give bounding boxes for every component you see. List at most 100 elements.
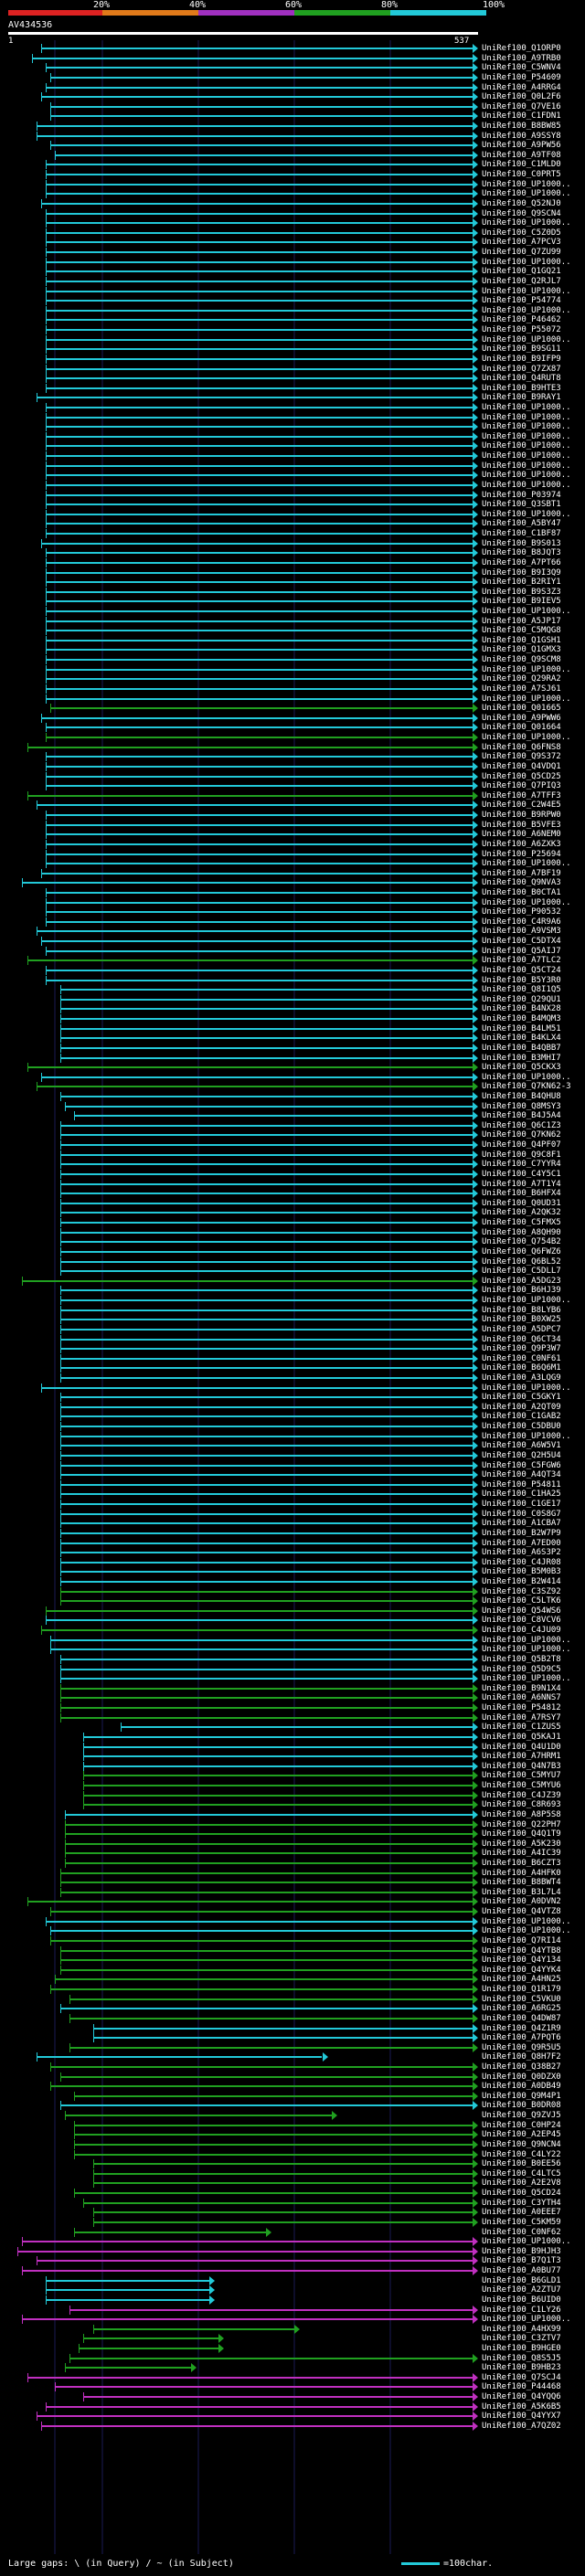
hit-bar[interactable] (46, 737, 473, 738)
hit-label[interactable]: UniRef100_C5KM59 (482, 2217, 561, 2227)
hit-bar[interactable] (55, 2386, 473, 2389)
hit-label[interactable]: UniRef100_C5MYU7 (482, 1771, 561, 1781)
hit-bar[interactable] (46, 620, 473, 622)
hit-row[interactable]: UniRef100_Q4Q1T9 (0, 1829, 585, 1839)
hit-row[interactable]: UniRef100_UP1000.. (0, 402, 585, 412)
hit-bar[interactable] (46, 2289, 210, 2292)
hit-row[interactable]: UniRef100_C5VKU0 (0, 1994, 585, 2004)
hit-label[interactable]: UniRef100_Q9P3W7 (482, 1344, 561, 1354)
hit-label[interactable]: UniRef100_A5DPC7 (482, 1324, 561, 1334)
hit-label[interactable]: UniRef100_A4HFK0 (482, 1868, 561, 1878)
hit-bar[interactable] (69, 2046, 473, 2049)
hit-row[interactable]: UniRef100_C4JR08 (0, 1557, 585, 1567)
hit-label[interactable]: UniRef100_UP1000.. (482, 441, 571, 451)
hit-row[interactable]: UniRef100_C4JU09 (0, 1626, 585, 1636)
hit-bar[interactable] (59, 1270, 473, 1273)
hit-label[interactable]: UniRef100_Q52NJ0 (482, 198, 561, 208)
hit-bar[interactable] (79, 2347, 219, 2349)
hit-bar[interactable] (83, 1804, 473, 1807)
hit-bar[interactable] (59, 1299, 473, 1301)
hit-row[interactable]: UniRef100_C5KM59 (0, 2217, 585, 2227)
hit-row[interactable]: UniRef100_A6S3P2 (0, 1548, 585, 1558)
hit-row[interactable]: UniRef100_Q3SBT1 (0, 500, 585, 510)
hit-bar[interactable] (46, 493, 473, 496)
hit-label[interactable]: UniRef100_B6GLD1 (482, 2275, 561, 2285)
hit-bar[interactable] (50, 1648, 473, 1651)
hit-row[interactable]: UniRef100_Q4N7B3 (0, 1761, 585, 1771)
hit-bar[interactable] (59, 1153, 473, 1156)
hit-row[interactable]: UniRef100_B6UID0 (0, 2295, 585, 2305)
hit-label[interactable]: UniRef100_Q8I1Q5 (482, 985, 561, 995)
hit-label[interactable]: UniRef100_B5Y3R0 (482, 975, 561, 985)
hit-row[interactable]: UniRef100_C5LTK6 (0, 1596, 585, 1606)
hit-bar[interactable] (59, 1474, 473, 1477)
hit-row[interactable]: UniRef100_B9HGE0 (0, 2343, 585, 2353)
hit-label[interactable]: UniRef100_P55072 (482, 325, 561, 334)
hit-label[interactable]: UniRef100_C1FDN1 (482, 111, 561, 122)
hit-bar[interactable] (22, 1279, 473, 1282)
hit-row[interactable]: UniRef100_A4IC39 (0, 1849, 585, 1859)
hit-bar[interactable] (74, 1115, 473, 1118)
hit-label[interactable]: UniRef100_Q1ORP0 (482, 44, 561, 53)
hit-label[interactable]: UniRef100_C4LTC5 (482, 2168, 561, 2178)
hit-bar[interactable] (50, 144, 473, 147)
hit-row[interactable]: UniRef100_Q2RJL7 (0, 276, 585, 286)
hit-label[interactable]: UniRef100_B9IFP9 (482, 354, 561, 364)
hit-bar[interactable] (55, 1978, 473, 1981)
hit-label[interactable]: UniRef100_A5BY47 (482, 519, 561, 529)
hit-bar[interactable] (41, 1629, 473, 1632)
hit-bar[interactable] (50, 2085, 473, 2088)
hit-row[interactable]: UniRef100_UP1000.. (0, 257, 585, 267)
hit-label[interactable]: UniRef100_A6ZXK3 (482, 839, 561, 849)
hit-bar[interactable] (46, 212, 473, 215)
hit-row[interactable]: UniRef100_B8JQT3 (0, 548, 585, 558)
hit-bar[interactable] (92, 2327, 294, 2330)
hit-bar[interactable] (17, 2250, 473, 2253)
hit-bar[interactable] (92, 2211, 473, 2214)
hit-label[interactable]: UniRef100_UP1000.. (482, 451, 571, 461)
hit-row[interactable]: UniRef100_Q38B27 (0, 2062, 585, 2072)
hit-bar[interactable] (46, 435, 473, 438)
hit-label[interactable]: UniRef100_C3SZ92 (482, 1586, 561, 1596)
hit-bar[interactable] (46, 260, 473, 263)
hit-row[interactable]: UniRef100_A7ED00 (0, 1538, 585, 1548)
hit-row[interactable]: UniRef100_A7TFF3 (0, 790, 585, 800)
hit-label[interactable]: UniRef100_B6HFX4 (482, 1189, 561, 1199)
hit-label[interactable]: UniRef100_A0EEE7 (482, 2208, 561, 2218)
hit-label[interactable]: UniRef100_C1MLD0 (482, 160, 561, 170)
hit-row[interactable]: UniRef100_Q29QU1 (0, 994, 585, 1004)
hit-row[interactable]: UniRef100_A8QH90 (0, 1227, 585, 1237)
hit-label[interactable]: UniRef100_B4KLX4 (482, 1034, 561, 1044)
hit-label[interactable]: UniRef100_Q9ZVJ5 (482, 2111, 561, 2121)
hit-row[interactable]: UniRef100_C1ZUS5 (0, 1723, 585, 1733)
hit-row[interactable]: UniRef100_B4QHU8 (0, 1092, 585, 1101)
hit-row[interactable]: UniRef100_Q4YYX7 (0, 2412, 585, 2422)
hit-bar[interactable] (64, 1105, 473, 1108)
hit-bar[interactable] (46, 483, 473, 486)
hit-label[interactable]: UniRef100_UP1000.. (482, 422, 571, 432)
hit-bar[interactable] (59, 1027, 473, 1030)
hit-bar[interactable] (50, 76, 473, 79)
hit-label[interactable]: UniRef100_A7PT66 (482, 557, 561, 567)
hit-row[interactable]: UniRef100_C0PRT5 (0, 170, 585, 180)
hit-bar[interactable] (46, 280, 473, 282)
hit-row[interactable]: UniRef100_A5BY47 (0, 519, 585, 529)
hit-label[interactable]: UniRef100_C1GAB2 (482, 1412, 561, 1422)
hit-bar[interactable] (46, 426, 473, 429)
hit-label[interactable]: UniRef100_B4QHU8 (482, 1092, 561, 1101)
hit-bar[interactable] (46, 2279, 210, 2282)
hit-bar[interactable] (46, 357, 473, 360)
hit-bar[interactable] (46, 241, 473, 244)
hit-row[interactable]: UniRef100_B8LYB6 (0, 1305, 585, 1315)
hit-bar[interactable] (59, 1202, 473, 1204)
hit-row[interactable]: UniRef100_Q7ZU99 (0, 248, 585, 257)
hit-label[interactable]: UniRef100_UP1000.. (482, 897, 571, 907)
hit-label[interactable]: UniRef100_B5M0B3 (482, 1567, 561, 1577)
hit-label[interactable]: UniRef100_Q4DW87 (482, 2013, 561, 2023)
hit-label[interactable]: UniRef100_Q22PH7 (482, 1819, 561, 1829)
hit-bar[interactable] (50, 1939, 473, 1942)
hit-row[interactable]: UniRef100_C1LY26 (0, 2305, 585, 2315)
hit-row[interactable]: UniRef100_Q22PH7 (0, 1819, 585, 1829)
hit-label[interactable]: UniRef100_C5VKU0 (482, 1994, 561, 2004)
hit-bar[interactable] (59, 1182, 473, 1185)
